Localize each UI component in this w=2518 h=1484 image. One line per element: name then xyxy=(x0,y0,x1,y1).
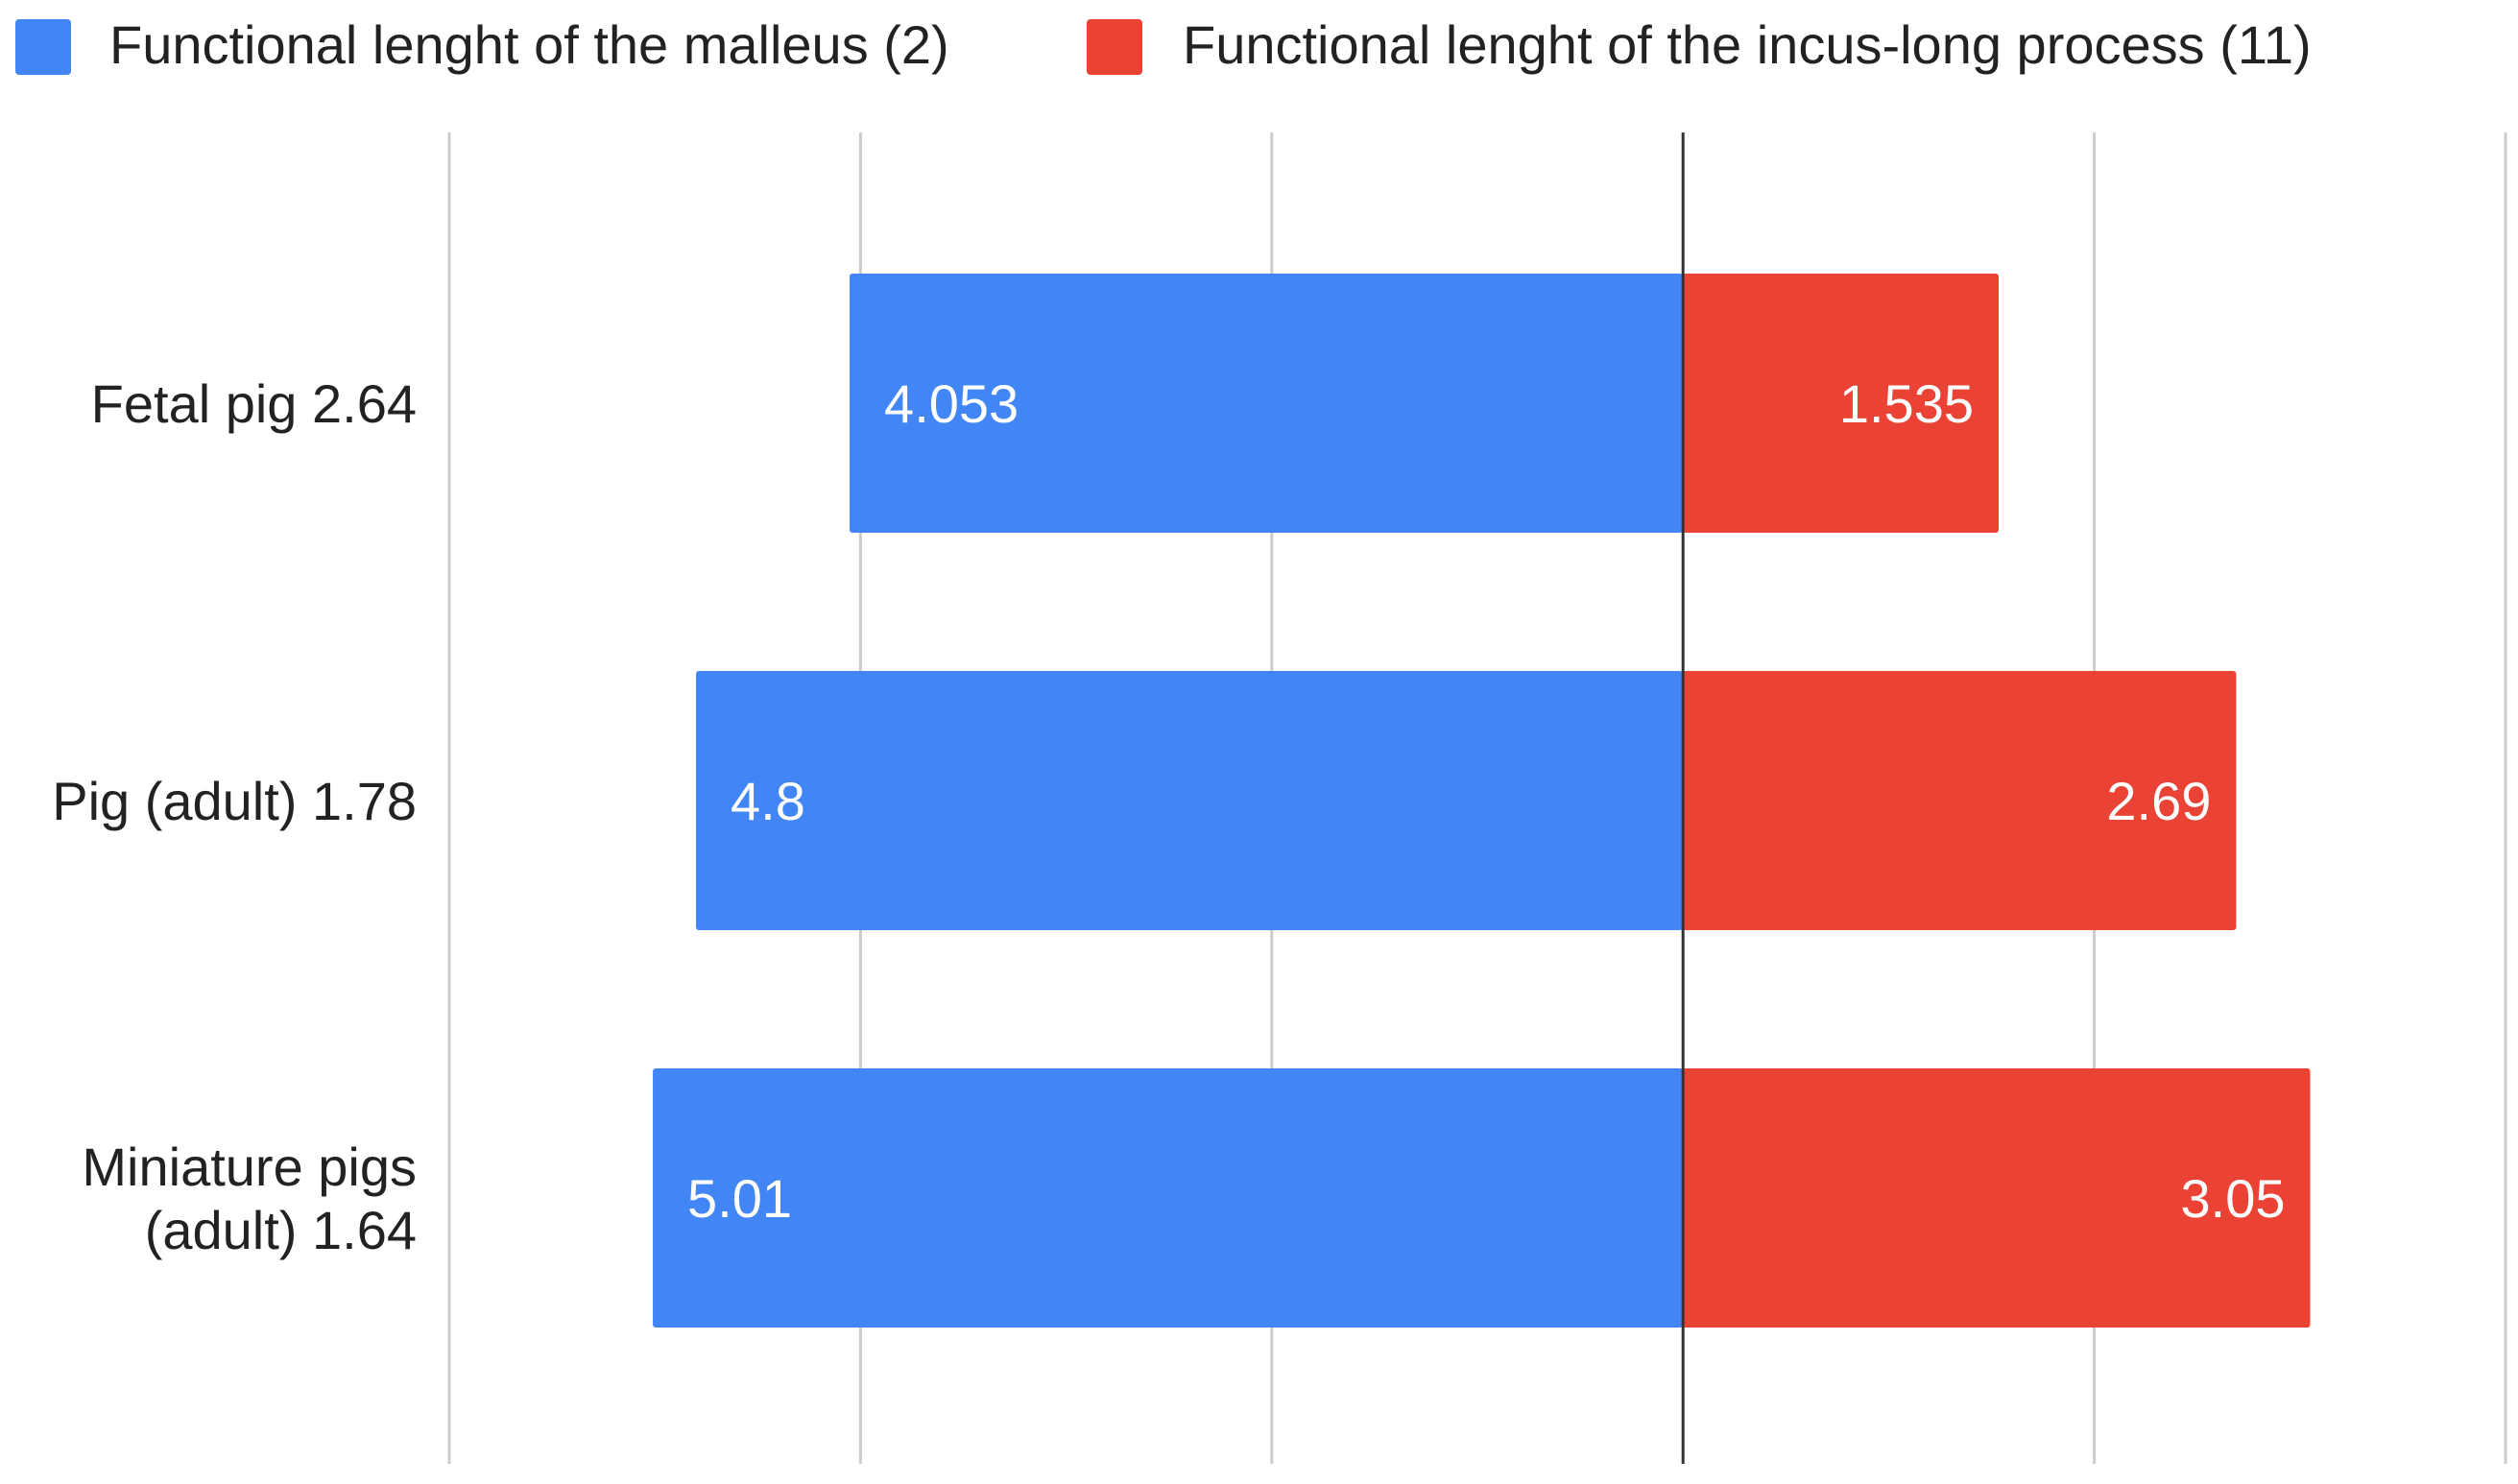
data-label: 2.69 xyxy=(2106,771,2211,831)
category-label: Miniature pigs xyxy=(82,1137,417,1197)
bar-incus[interactable] xyxy=(1683,671,2237,930)
data-label: 3.05 xyxy=(2181,1168,2286,1229)
data-label: 4.053 xyxy=(884,373,1019,434)
legend: Functional lenght of the malleus (2) Func… xyxy=(15,14,2312,75)
data-label: 5.01 xyxy=(687,1168,792,1229)
bar-incus[interactable] xyxy=(1683,274,1999,533)
legend-label: Functional lenght of the malleus (2) xyxy=(109,14,949,75)
data-label: 4.8 xyxy=(731,771,805,831)
legend-swatch xyxy=(15,19,71,75)
bar-malleus[interactable] xyxy=(696,671,1684,930)
legend-swatch xyxy=(1087,19,1142,75)
category-label: (adult) 1.64 xyxy=(145,1200,417,1260)
bar-malleus[interactable] xyxy=(850,274,1684,533)
legend-item[interactable]: Functional lenght of the malleus (2) xyxy=(15,14,949,75)
bars xyxy=(653,132,2311,1464)
bar-incus[interactable] xyxy=(1683,1068,2311,1328)
category-label: Fetal pig 2.64 xyxy=(91,373,417,434)
bar-malleus[interactable] xyxy=(653,1068,1684,1328)
category-axis: Fetal pig 2.64 Pig (adult) 1.78 Miniature … xyxy=(52,373,417,1260)
category-label: Pig (adult) 1.78 xyxy=(52,771,417,831)
data-labels: 4.053 1.535 4.8 2.69 5.01 3.05 xyxy=(687,373,2285,1229)
data-label: 1.535 xyxy=(1839,373,1974,434)
legend-label: Functional lenght of the incus-long proc… xyxy=(1183,14,2312,75)
legend-item[interactable]: Functional lenght of the incus-long proc… xyxy=(1087,14,2312,75)
